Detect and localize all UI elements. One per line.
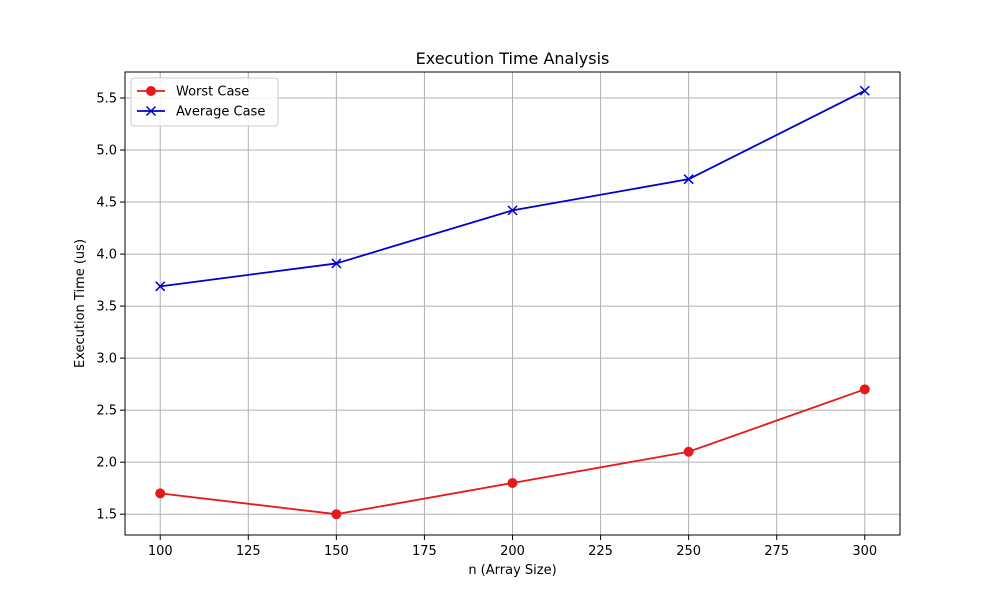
data-point-average-case	[155, 281, 166, 292]
x-marker-stroke	[683, 174, 694, 185]
y-tick-label: 1.5	[96, 508, 117, 523]
x-marker-stroke	[145, 105, 157, 117]
legend-marker-average-case	[145, 105, 157, 117]
data-point-average-case	[859, 85, 870, 96]
data-point-worst-case	[507, 477, 518, 488]
y-tick-label: 3.0	[96, 352, 117, 367]
series-average-case	[155, 85, 870, 292]
legend-marker-worst-case	[146, 86, 156, 96]
x-tick-label: 200	[500, 544, 525, 559]
data-point-worst-case	[155, 488, 166, 499]
data-point-worst-case	[331, 509, 342, 520]
legend-item-average-case: Average Case	[137, 105, 265, 120]
x-tick-label: 150	[324, 544, 349, 559]
grid	[125, 72, 900, 535]
x-tick-label: 100	[148, 544, 173, 559]
x-tick-label: 250	[676, 544, 701, 559]
legend-label-average-case: Average Case	[176, 105, 265, 120]
legend: Worst Case Average Case	[130, 77, 279, 127]
x-axis-label: n (Array Size)	[468, 563, 556, 578]
y-tick-label: 5.5	[96, 92, 117, 107]
data-point-average-case	[683, 174, 694, 185]
x-tick-label: 300	[852, 544, 877, 559]
y-tick-label: 5.0	[96, 144, 117, 159]
series-layer	[155, 85, 870, 520]
chart-title: Execution Time Analysis	[416, 49, 610, 68]
x-marker-stroke	[507, 205, 518, 216]
legend-box	[130, 77, 279, 127]
data-point-worst-case	[859, 384, 870, 395]
x-tick-label: 125	[236, 544, 261, 559]
y-tick-label: 2.5	[96, 404, 117, 419]
legend-label-worst-case: Worst Case	[176, 85, 249, 100]
x-tick-label: 225	[588, 544, 613, 559]
data-point-average-case	[507, 205, 518, 216]
x-marker-stroke	[859, 85, 870, 96]
x-marker-stroke	[155, 281, 166, 292]
ticks: 100 125 150 175 200 225 250 275 300 1.5 2.0 2.5 3.0 3…	[96, 92, 877, 559]
data-point-average-case	[331, 258, 342, 269]
y-tick-label: 2.0	[96, 456, 117, 471]
y-tick-label: 4.5	[96, 196, 117, 211]
y-tick-label: 4.0	[96, 248, 117, 263]
y-axis-label: Execution Time (us)	[73, 239, 88, 368]
legend-item-worst-case: Worst Case	[137, 85, 249, 100]
x-tick-label: 275	[764, 544, 789, 559]
x-marker-stroke	[331, 258, 342, 269]
x-tick-label: 175	[412, 544, 437, 559]
data-point-worst-case	[683, 446, 694, 457]
series-worst-case	[155, 384, 870, 520]
y-tick-label: 3.5	[96, 300, 117, 315]
